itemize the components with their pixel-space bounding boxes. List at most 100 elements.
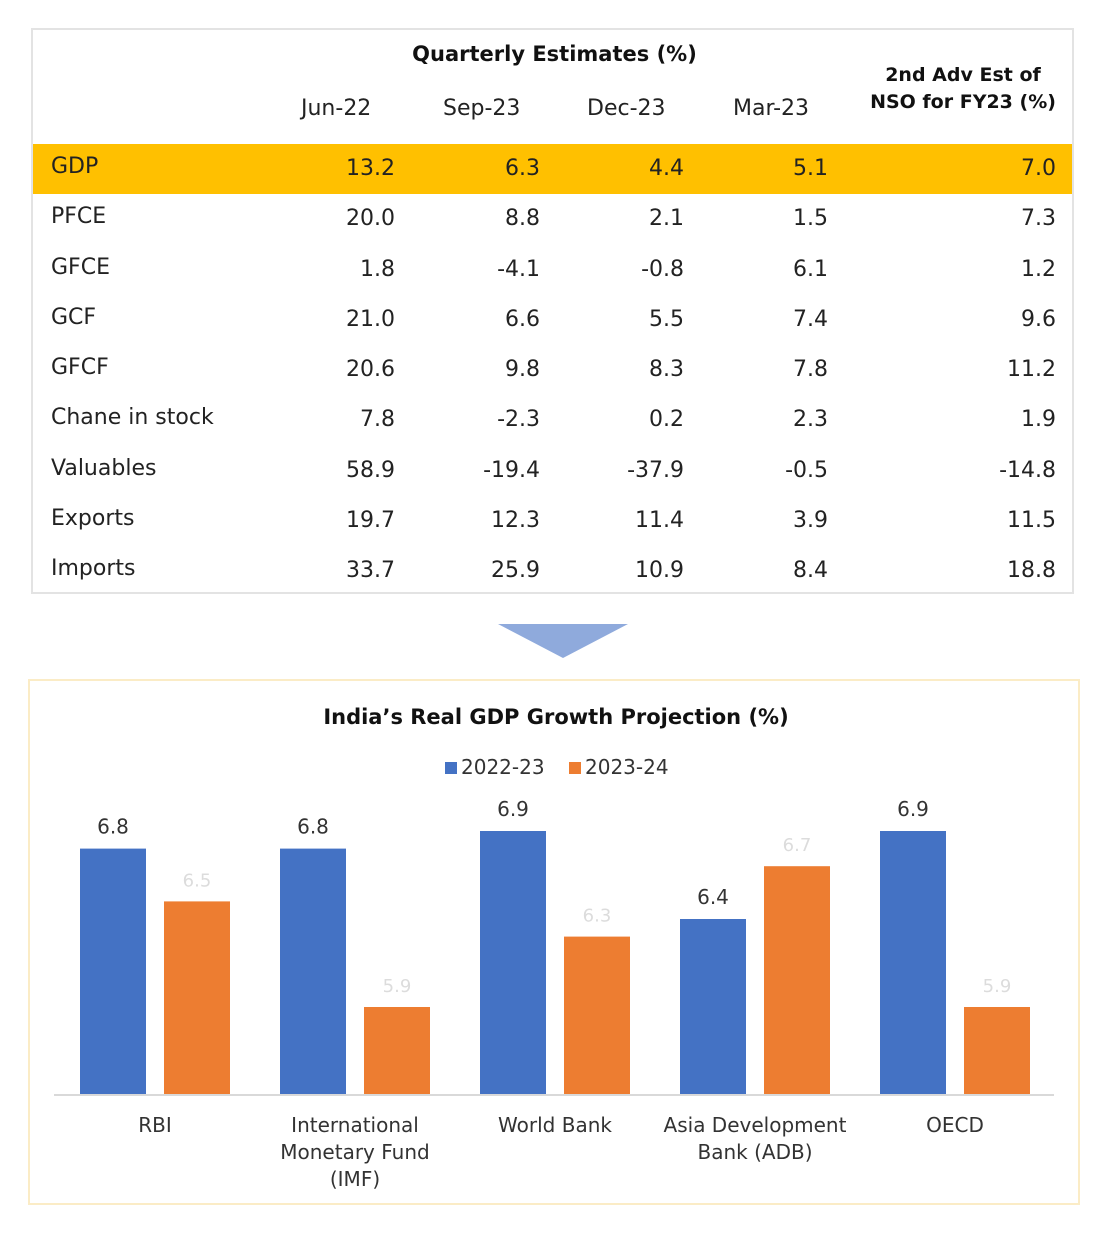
bar-2022-23-0 [80,848,146,1095]
cell-nso: -14.8 [999,457,1056,483]
cell-dec23: -0.8 [641,256,684,282]
legend-swatch-2022-23 [445,762,457,774]
cell-nso: 11.2 [1007,357,1056,383]
table-row-change-in-stock: Chane in stock 7.8 -2.3 0.2 2.3 1.9 [33,395,1072,445]
cell-mar23: 6.1 [793,256,828,282]
legend-label-2023-24: 2023-24 [585,755,669,779]
row-label: Chane in stock [51,405,214,431]
data-label-2023-24-3: 6.7 [783,835,812,856]
table-row-imports: Imports 33.7 25.9 10.9 8.4 18.8 [33,546,1072,596]
chart-title: India’s Real GDP Growth Projection (%) [323,705,788,729]
category-label-2: World Bank [498,1113,612,1137]
cell-jun22: 7.8 [360,407,395,433]
cell-jun22: 20.0 [346,206,395,232]
cell-jun22: 1.8 [360,256,395,282]
table-row-gfce: GFCE 1.8 -4.1 -0.8 6.1 1.2 [33,245,1072,295]
bar-2023-24-4 [964,1007,1030,1095]
data-label-2022-23-3: 6.4 [697,885,729,909]
row-label: GFCF [51,355,109,381]
chart-legend: 2022-23 2023-24 [445,755,669,779]
cell-sep23: -4.1 [497,256,540,282]
cell-dec23: 5.5 [649,306,684,332]
data-label-2023-24-2: 6.3 [583,906,612,927]
cell-sep23: 25.9 [491,558,540,584]
cell-dec23: 4.4 [649,156,684,181]
cell-sep23: 6.3 [505,156,540,181]
bar-series [80,831,1030,1095]
quarterly-estimates-table: Quarterly Estimates (%) 2nd Adv Est of N… [31,28,1074,594]
nso-header-line2: NSO for FY23 (%) [870,91,1056,113]
cell-mar23: 3.9 [793,508,828,534]
data-label-2023-24-4: 5.9 [983,976,1012,997]
bar-2022-23-1 [280,848,346,1095]
column-header-jun22: Jun-22 [301,96,372,121]
cell-dec23: 10.9 [635,558,684,584]
cell-mar23: 7.8 [793,357,828,383]
cell-mar23: 8.4 [793,558,828,584]
nso-estimate-header: 2nd Adv Est of NSO for FY23 (%) [853,62,1073,116]
cell-nso: 7.3 [1021,206,1056,232]
category-label-0: RBI [138,1113,172,1137]
cell-mar23: 7.4 [793,306,828,332]
bar-2023-24-2 [564,936,630,1095]
cell-nso: 9.6 [1021,306,1056,332]
cell-sep23: 12.3 [491,508,540,534]
chart-canvas: India’s Real GDP Growth Projection (%) 2… [54,705,1054,1191]
bar-2022-23-3 [680,919,746,1095]
legend-swatch-2023-24 [569,762,581,774]
category-labels: RBI International Monetary Fund (IMF) World … [138,1113,984,1191]
cell-nso: 1.2 [1021,256,1056,282]
cell-dec23: 2.1 [649,206,684,232]
cell-dec23: 11.4 [635,508,684,534]
column-header-mar23: Mar-23 [733,96,810,121]
cell-sep23: 9.8 [505,357,540,383]
row-label: Exports [51,506,135,532]
cell-nso: 11.5 [1007,508,1056,534]
cell-jun22: 13.2 [346,156,395,181]
table-row-pfce: PFCE 20.0 8.8 2.1 1.5 7.3 [33,194,1072,244]
row-label: GCF [51,304,97,330]
cell-dec23: -37.9 [627,457,684,483]
row-label: GDP [51,154,99,179]
cell-sep23: -19.4 [483,457,540,483]
bar-2023-24-3 [764,866,830,1095]
row-label: Imports [51,556,136,582]
cell-nso: 1.9 [1021,407,1056,433]
category-label-4: OECD [926,1113,984,1137]
cell-dec23: 0.2 [649,407,684,433]
bar-2022-23-2 [480,831,546,1095]
category-label-3: Asia Development Bank (ADB) [664,1113,847,1164]
cell-mar23: 1.5 [793,206,828,232]
cell-mar23: 5.1 [793,156,828,181]
row-label: PFCE [51,204,107,230]
table-row-gdp: GDP 13.2 6.3 4.4 5.1 7.0 [33,144,1072,195]
cell-jun22: 58.9 [346,457,395,483]
table-row-gfcf: GFCF 20.6 9.8 8.3 7.8 11.2 [33,345,1072,395]
cell-mar23: 2.3 [793,407,828,433]
table-title: Quarterly Estimates (%) [412,42,697,66]
row-label: Valuables [51,455,157,481]
cell-nso: 7.0 [1021,156,1056,181]
gdp-projection-chart: India’s Real GDP Growth Projection (%) 2… [28,679,1080,1205]
column-header-dec23: Dec-23 [587,96,666,121]
data-label-2022-23-2: 6.9 [497,797,529,821]
cell-mar23: -0.5 [785,457,828,483]
data-label-2022-23-4: 6.9 [897,797,929,821]
data-label-2022-23-0: 6.8 [97,815,129,839]
bar-2022-23-4 [880,831,946,1095]
cell-jun22: 19.7 [346,508,395,534]
cell-jun22: 33.7 [346,558,395,584]
bar-2023-24-0 [164,901,230,1095]
category-label-1: International Monetary Fund (IMF) [280,1113,429,1191]
column-header-sep23: Sep-23 [443,96,521,121]
table-row-valuables: Valuables 58.9 -19.4 -37.9 -0.5 -14.8 [33,446,1072,496]
data-label-2023-24-0: 6.5 [183,870,212,891]
cell-sep23: 6.6 [505,306,540,332]
cell-sep23: 8.8 [505,206,540,232]
cell-sep23: -2.3 [497,407,540,433]
row-label: GFCE [51,254,110,280]
data-label-2023-24-1: 5.9 [383,976,412,997]
table-row-exports: Exports 19.7 12.3 11.4 3.9 11.5 [33,496,1072,546]
cell-jun22: 21.0 [346,306,395,332]
cell-jun22: 20.6 [346,357,395,383]
